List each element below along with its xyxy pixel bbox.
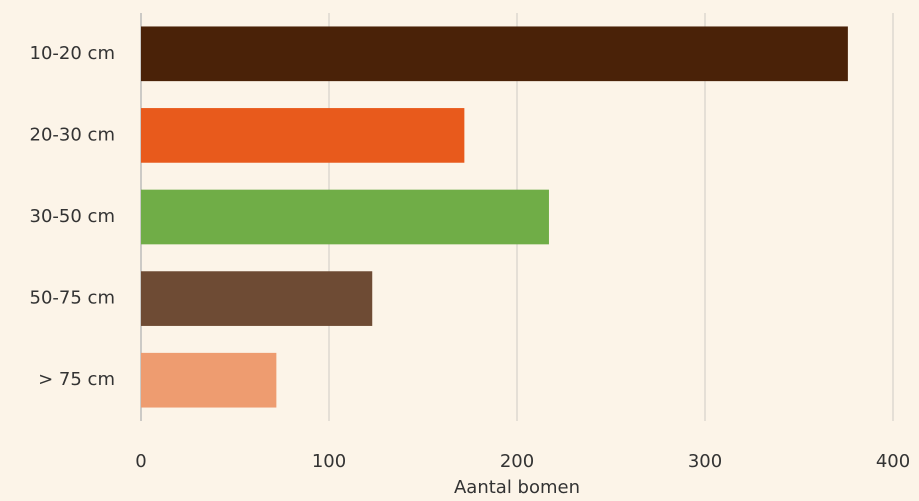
y-tick-label: > 75 cm xyxy=(38,369,115,390)
bar xyxy=(141,108,465,163)
bar xyxy=(141,271,373,326)
x-tick-label: 400 xyxy=(876,451,910,472)
bar xyxy=(141,352,277,408)
y-tick-label: 30-50 cm xyxy=(30,206,115,227)
x-axis-title: Aantal bomen xyxy=(454,477,580,498)
x-tick-label: 100 xyxy=(312,451,346,472)
bar xyxy=(141,26,848,82)
x-tick-label: 200 xyxy=(500,451,534,472)
y-tick-label: 10-20 cm xyxy=(30,43,115,64)
bar xyxy=(141,189,549,245)
y-tick-label: 50-75 cm xyxy=(30,288,115,309)
x-tick-label: 300 xyxy=(688,451,722,472)
y-tick-label: 20-30 cm xyxy=(30,124,115,145)
x-tick-label: 0 xyxy=(135,451,146,472)
